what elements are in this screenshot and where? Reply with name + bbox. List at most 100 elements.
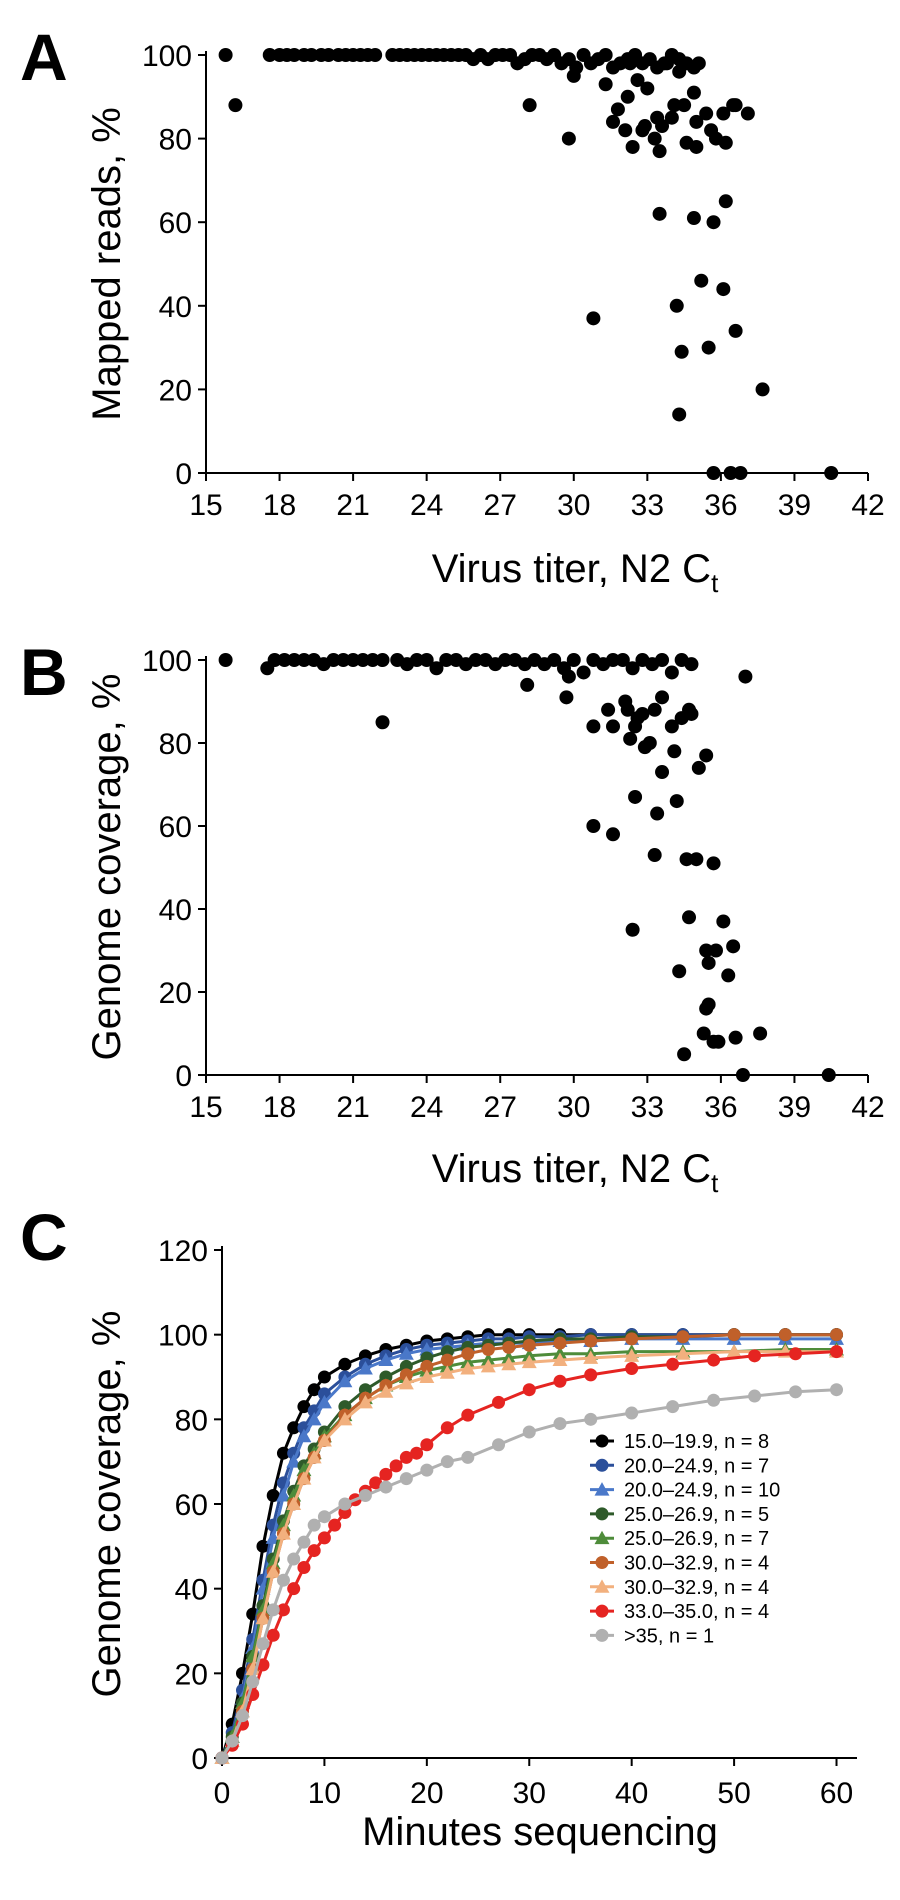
data-marker [410, 1446, 424, 1460]
data-point [566, 68, 581, 83]
data-point [606, 719, 621, 734]
data-marker [276, 1573, 290, 1587]
data-point [704, 123, 719, 138]
data-marker [625, 1332, 639, 1346]
data-point [375, 653, 390, 667]
data-marker [266, 1489, 280, 1503]
data-point [375, 715, 390, 730]
data-point [321, 48, 336, 62]
data-marker [215, 1751, 229, 1765]
data-marker [337, 1373, 353, 1388]
data-marker [553, 1336, 567, 1350]
data-point [664, 665, 679, 680]
data-point [718, 135, 733, 150]
data-marker [338, 1357, 352, 1371]
data-point [753, 1026, 768, 1041]
y-tick-label: 120 [158, 1235, 208, 1268]
data-point [277, 653, 292, 667]
data-marker [306, 1449, 322, 1464]
data-marker [439, 1365, 455, 1379]
data-point [628, 789, 643, 804]
legend-label: 25.0–26.9, n = 7 [624, 1528, 769, 1550]
data-point [716, 914, 731, 929]
data-point [635, 706, 650, 721]
data-point [586, 819, 601, 833]
data-marker [316, 1433, 332, 1447]
data-marker [275, 1517, 291, 1532]
data-marker [357, 1361, 373, 1375]
legend-item: 25.0–26.9, n = 7 [590, 1528, 769, 1550]
data-marker [789, 1347, 803, 1361]
data-point [642, 736, 657, 750]
y-tick-label: 40 [159, 291, 192, 324]
x-tick-label: 33 [631, 489, 664, 522]
data-marker [265, 1564, 281, 1578]
data-point [346, 653, 361, 667]
data-marker [502, 1340, 516, 1354]
data-marker [594, 1579, 610, 1593]
data-point [706, 856, 721, 871]
data-point [659, 56, 674, 71]
data-point [672, 64, 687, 79]
data-marker [255, 1602, 271, 1616]
data-point [623, 56, 638, 71]
data-point [623, 731, 638, 746]
data-point [674, 344, 689, 359]
data-point [667, 98, 682, 113]
data-marker [625, 1406, 639, 1420]
data-point [723, 466, 738, 480]
series-line [220, 1333, 837, 1759]
data-point [686, 85, 701, 100]
data-marker [328, 1518, 342, 1532]
data-marker [584, 1334, 598, 1348]
data-marker [246, 1675, 260, 1689]
data-point [559, 690, 574, 705]
data-point [684, 657, 699, 672]
x-tick-label: 40 [615, 1777, 648, 1810]
data-marker [389, 1459, 403, 1473]
data-marker [317, 1510, 331, 1524]
data-point [664, 110, 679, 125]
data-point [267, 653, 282, 667]
panel-letter: B [20, 635, 68, 709]
data-point [647, 702, 662, 717]
data-marker [296, 1471, 312, 1485]
x-tick-label: 36 [704, 1091, 737, 1124]
x-tick-label: 39 [778, 1091, 811, 1124]
legend-item: 30.0–32.9, n = 4 [590, 1553, 769, 1575]
y-tick-label: 0 [191, 1743, 208, 1776]
y-axis-title: Mapped reads, % [85, 107, 129, 421]
data-point [652, 206, 667, 221]
data-point [601, 702, 616, 717]
data-marker [275, 1526, 291, 1540]
data-marker [830, 1328, 844, 1342]
data-marker [297, 1561, 311, 1574]
data-point [696, 1026, 711, 1041]
data-marker [830, 1345, 844, 1359]
data-point [721, 968, 736, 983]
data-marker [399, 1450, 413, 1464]
data-point [606, 827, 621, 842]
legend-label: 30.0–32.9, n = 4 [624, 1553, 769, 1575]
data-point [610, 102, 625, 117]
data-point [650, 806, 665, 821]
data-marker [726, 1344, 742, 1358]
data-point [716, 106, 731, 121]
y-tick-label: 0 [175, 458, 192, 491]
data-marker [297, 1535, 311, 1549]
data-point [637, 119, 652, 134]
legend-item: 15.0–19.9, n = 8 [590, 1431, 769, 1453]
data-point [368, 48, 383, 62]
y-tick-label: 0 [175, 1060, 192, 1093]
data-marker [521, 1354, 537, 1369]
data-point [620, 702, 635, 717]
data-point [699, 748, 714, 763]
data-point [522, 98, 537, 113]
panel-letter: C [20, 1200, 68, 1274]
data-marker [522, 1383, 536, 1397]
panel-c: C 0 20 40 60 80 100 120 0 10 20 30 40 50 60 Minutes seq… [20, 1200, 857, 1854]
data-point [498, 653, 513, 667]
data-point [606, 114, 621, 129]
data-marker [624, 1348, 640, 1362]
data-marker [286, 1496, 302, 1510]
